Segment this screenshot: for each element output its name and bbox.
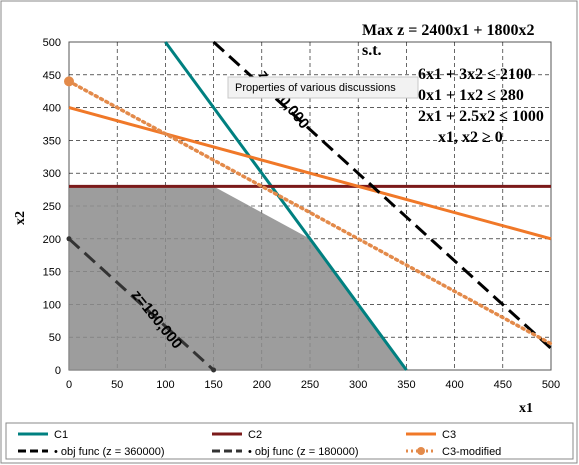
c3-modified-marker [64,76,74,87]
y-tick-label: 450 [43,70,61,82]
series-line-obj-func-z-180000 [67,237,215,372]
legend-label-c3-modified: C3-modified [442,446,501,458]
tooltip: Properties of various discussions [227,76,419,99]
x-tick-label: 0 [66,379,72,391]
series-line-c1 [164,41,408,371]
constraint-c1-text: 6x1 + 3x2 ≤ 2100 [418,66,532,83]
legend-label-c3: C3 [442,429,456,441]
y-tick-label: 150 [43,267,61,279]
y-tick-label: 200 [43,234,61,246]
legend-marker-c3-modified [417,447,425,455]
legend-label-c2: C2 [248,429,262,441]
x-tick-label: 50 [111,379,123,391]
y-tick-label: 100 [43,299,61,311]
lp-formulation: Max z = 2400x1 + 1800x2 s.t. 6x1 + 3x2 ≤… [362,22,544,146]
x-tick-label: 450 [494,379,512,391]
x-tick-label: 100 [156,379,174,391]
y-tick-label: 350 [43,135,61,147]
y-tick-label: 300 [43,168,61,180]
x-tick-label: 300 [349,379,367,391]
obj-func-lower-point [66,236,72,242]
x-axis-title: x1 [519,401,533,416]
legend-label-obj-func-z-180000: • obj func (z = 180000) [248,446,359,458]
feasible-region [69,186,407,370]
y-tick-label: 0 [55,365,61,377]
x-tick-label: 200 [253,379,271,391]
y-tick-label: 50 [49,332,61,344]
legend-box [5,422,574,460]
st-text: s.t. [362,42,382,59]
series-line-c3 [68,106,552,241]
x-tick-label: 350 [397,379,415,391]
tooltip-box [227,76,419,99]
x-tick-label: 250 [301,379,319,391]
legend-label-obj-func-z-360000: • obj func (z = 360000) [54,446,165,458]
y-tick-label: 250 [43,201,61,213]
x-tick-label: 500 [542,379,560,391]
obj-func-lower-point [211,367,217,373]
objective-text: Max z = 2400x1 + 1800x2 [362,22,534,39]
legend: C1 C2 C3 • obj func (z = 360000) • obj func … [5,422,574,460]
y-axis-title: x2 [13,211,28,225]
y-tick-label: 500 [43,37,61,49]
constraint-c2-text: 0x1 + 1x2 ≤ 280 [418,87,524,104]
x-tick-label: 150 [204,379,222,391]
x-tick-label: 400 [445,379,463,391]
y-tick-label: 400 [43,103,61,115]
legend-label-c1: C1 [54,429,68,441]
feasible-region-layer [69,186,407,370]
axis-layer: 0 50 100 150 200 250 300 350 400 450 500 0 50 100 150 2… [43,37,561,391]
series-line-c3-modified [67,79,553,346]
tooltip-text: Properties of various discussions [235,82,396,94]
constraint-c3-text: 2x1 + 2.5x2 ≤ 1000 [418,108,544,125]
nonnegativity-text: x1, x2 ≥ 0 [438,129,503,146]
